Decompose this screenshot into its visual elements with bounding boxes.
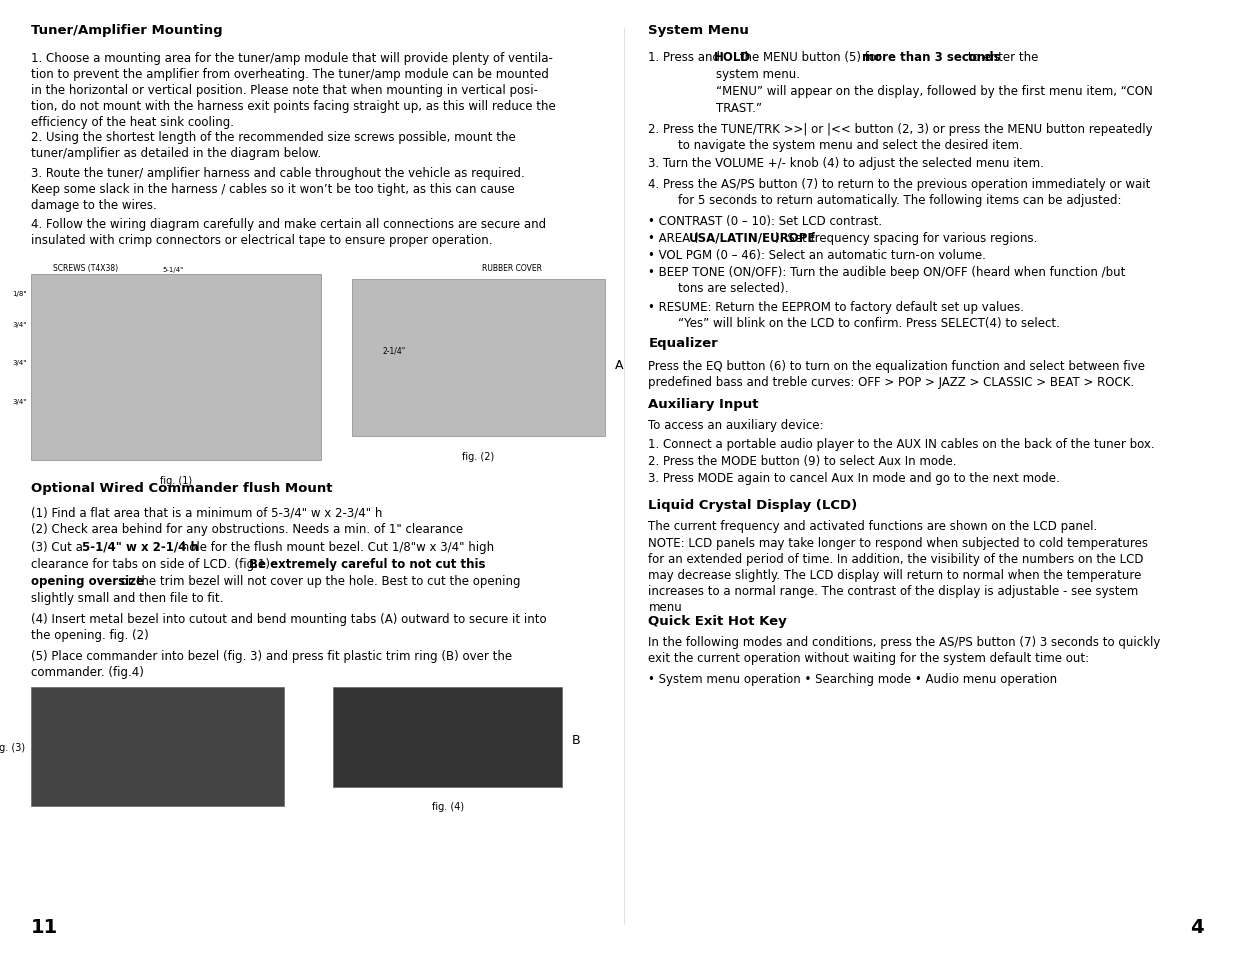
Text: 3/4": 3/4" bbox=[12, 398, 27, 404]
Text: 1. Connect a portable audio player to the AUX IN cables on the back of the tuner: 1. Connect a portable audio player to th… bbox=[648, 437, 1155, 451]
Text: or the trim bezel will not cover up the hole. Best to cut the opening: or the trim bezel will not cover up the … bbox=[117, 575, 520, 588]
Text: 2. Press the TUNE/TRK >>| or |<< button (2, 3) or press the MENU button repeated: 2. Press the TUNE/TRK >>| or |<< button … bbox=[648, 123, 1153, 152]
Text: the MENU button (5) for: the MENU button (5) for bbox=[736, 51, 884, 64]
Text: system menu.: system menu. bbox=[716, 68, 800, 81]
Text: Auxiliary Input: Auxiliary Input bbox=[648, 397, 758, 411]
Text: 3. Turn the VOLUME +/- knob (4) to adjust the selected menu item.: 3. Turn the VOLUME +/- knob (4) to adjus… bbox=[648, 157, 1045, 171]
Text: 2. Using the shortest length of the recommended size screws possible, mount the
: 2. Using the shortest length of the reco… bbox=[31, 131, 516, 159]
Text: 4. Press the AS/PS button (7) to return to the previous operation immediately or: 4. Press the AS/PS button (7) to return … bbox=[648, 178, 1151, 207]
Text: ): Set frequency spacing for various regions.: ): Set frequency spacing for various reg… bbox=[774, 232, 1037, 245]
Text: Tuner/Amplifier Mounting: Tuner/Amplifier Mounting bbox=[31, 24, 222, 37]
Text: • CONTRAST (0 – 10): Set LCD contrast.: • CONTRAST (0 – 10): Set LCD contrast. bbox=[648, 214, 883, 228]
Text: RUBBER COVER: RUBBER COVER bbox=[482, 264, 542, 273]
Text: TRAST.”: TRAST.” bbox=[716, 102, 762, 115]
Text: more than 3 seconds: more than 3 seconds bbox=[862, 51, 1000, 64]
Text: (4) Insert metal bezel into cutout and bend mounting tabs (A) outward to secure : (4) Insert metal bezel into cutout and b… bbox=[31, 613, 547, 641]
Text: In the following modes and conditions, press the AS/PS button (7) 3 seconds to q: In the following modes and conditions, p… bbox=[648, 636, 1161, 664]
Text: A: A bbox=[615, 358, 624, 372]
Text: 2-1/4": 2-1/4" bbox=[383, 346, 406, 355]
Text: 5-1/4" w x 2-1/4 h: 5-1/4" w x 2-1/4 h bbox=[82, 540, 199, 554]
Text: HOLD: HOLD bbox=[714, 51, 751, 64]
Text: Liquid Crystal Display (LCD): Liquid Crystal Display (LCD) bbox=[648, 498, 857, 512]
Text: 4: 4 bbox=[1191, 917, 1204, 936]
Text: 5-1/4": 5-1/4" bbox=[162, 267, 184, 273]
Text: (1) Find a flat area that is a minimum of 5-3/4" w x 2-3/4" h
(2) Check area beh: (1) Find a flat area that is a minimum o… bbox=[31, 506, 463, 535]
Text: 3/4": 3/4" bbox=[12, 322, 27, 328]
Text: Be extremely careful to not cut this: Be extremely careful to not cut this bbox=[248, 558, 485, 571]
Text: System Menu: System Menu bbox=[648, 24, 750, 37]
Text: SCREWS (T4X38): SCREWS (T4X38) bbox=[53, 264, 119, 273]
Text: • BEEP TONE (ON/OFF): Turn the audible beep ON/OFF (heard when function /but
   : • BEEP TONE (ON/OFF): Turn the audible b… bbox=[648, 266, 1126, 294]
Text: Press the EQ button (6) to turn on the equalization function and select between : Press the EQ button (6) to turn on the e… bbox=[648, 359, 1145, 388]
Text: 11: 11 bbox=[31, 917, 58, 936]
Text: • AREA (: • AREA ( bbox=[648, 232, 699, 245]
Text: • VOL PGM (0 – 46): Select an automatic turn-on volume.: • VOL PGM (0 – 46): Select an automatic … bbox=[648, 249, 987, 262]
Text: 4. Follow the wiring diagram carefully and make certain all connections are secu: 4. Follow the wiring diagram carefully a… bbox=[31, 218, 546, 247]
Text: Equalizer: Equalizer bbox=[648, 336, 718, 350]
Text: 3/4": 3/4" bbox=[12, 360, 27, 366]
Text: Optional Wired Commander flush Mount: Optional Wired Commander flush Mount bbox=[31, 481, 332, 495]
Bar bbox=[31, 687, 284, 806]
Text: 1. Choose a mounting area for the tuner/amp module that will provide plenty of v: 1. Choose a mounting area for the tuner/… bbox=[31, 52, 556, 130]
Bar bbox=[333, 687, 562, 787]
Text: (5) Place commander into bezel (fig. 3) and press fit plastic trim ring (B) over: (5) Place commander into bezel (fig. 3) … bbox=[31, 649, 513, 678]
Text: slightly small and then file to fit.: slightly small and then file to fit. bbox=[31, 592, 224, 605]
Text: opening oversize: opening oversize bbox=[31, 575, 143, 588]
Text: NOTE: LCD panels may take longer to respond when subjected to cold temperatures
: NOTE: LCD panels may take longer to resp… bbox=[648, 537, 1149, 614]
Text: USA/LATIN/EUROPE: USA/LATIN/EUROPE bbox=[689, 232, 816, 245]
Text: fig. (2): fig. (2) bbox=[462, 452, 495, 461]
Text: fig. (3): fig. (3) bbox=[0, 742, 25, 752]
Text: fig. (1): fig. (1) bbox=[159, 476, 193, 485]
Text: The current frequency and activated functions are shown on the LCD panel.: The current frequency and activated func… bbox=[648, 519, 1098, 533]
Text: Quick Exit Hot Key: Quick Exit Hot Key bbox=[648, 615, 787, 628]
Text: clearance for tabs on side of LCD. (fig.1): clearance for tabs on side of LCD. (fig.… bbox=[31, 558, 274, 571]
Text: 1/8": 1/8" bbox=[12, 291, 27, 296]
Text: hole for the flush mount bezel. Cut 1/8"w x 3/4" high: hole for the flush mount bezel. Cut 1/8"… bbox=[178, 540, 494, 554]
Text: 3. Press MODE again to cancel Aux In mode and go to the next mode.: 3. Press MODE again to cancel Aux In mod… bbox=[648, 472, 1060, 485]
Text: 3. Route the tuner/ amplifier harness and cable throughout the vehicle as requir: 3. Route the tuner/ amplifier harness an… bbox=[31, 167, 525, 212]
Text: • System menu operation • Searching mode • Audio menu operation: • System menu operation • Searching mode… bbox=[648, 672, 1057, 685]
Bar bbox=[352, 279, 605, 436]
Text: • RESUME: Return the EEPROM to factory default set up values.
        “Yes” will: • RESUME: Return the EEPROM to factory d… bbox=[648, 300, 1061, 329]
Text: B: B bbox=[572, 733, 580, 746]
Text: fig. (4): fig. (4) bbox=[431, 801, 464, 811]
Text: “MENU” will appear on the display, followed by the first menu item, “CON: “MENU” will appear on the display, follo… bbox=[716, 85, 1153, 98]
Bar bbox=[31, 274, 321, 460]
Text: to enter the: to enter the bbox=[965, 51, 1039, 64]
Text: 2. Press the MODE button (9) to select Aux In mode.: 2. Press the MODE button (9) to select A… bbox=[648, 455, 957, 468]
Text: (3) Cut a: (3) Cut a bbox=[31, 540, 86, 554]
Text: 1. Press and: 1. Press and bbox=[648, 51, 724, 64]
Text: To access an auxiliary device:: To access an auxiliary device: bbox=[648, 418, 824, 432]
